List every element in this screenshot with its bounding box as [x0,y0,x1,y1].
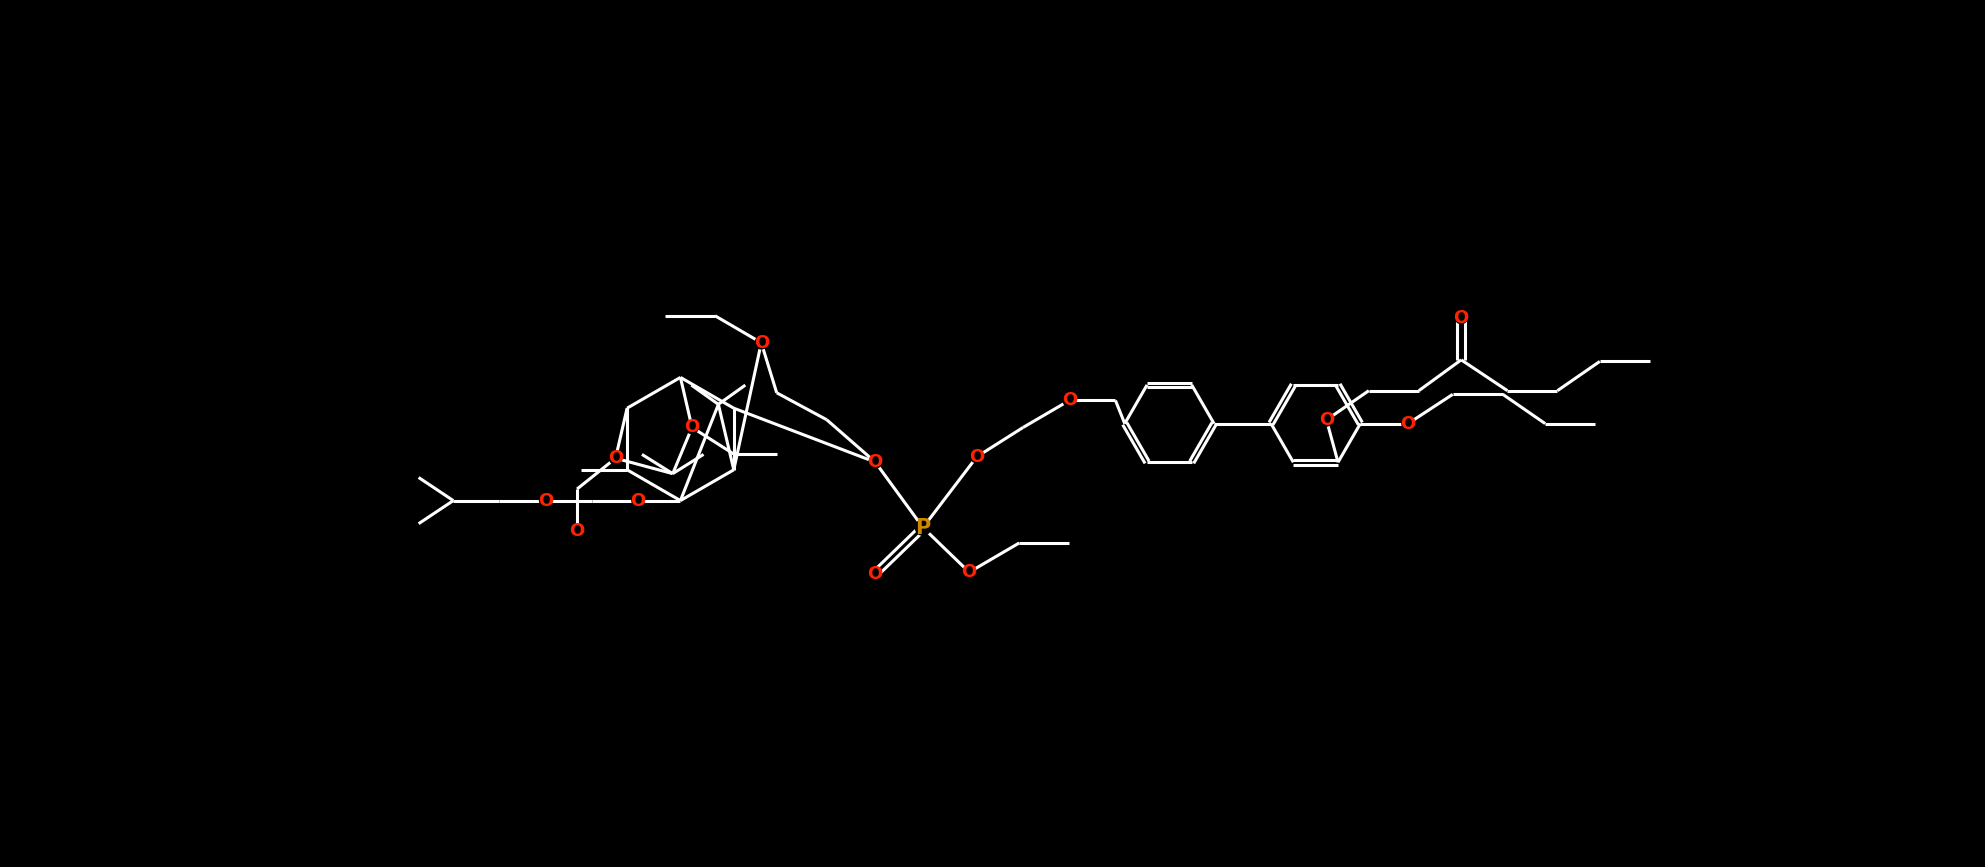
Text: O: O [631,492,645,510]
Text: O: O [969,447,985,466]
Circle shape [540,494,552,506]
Text: O: O [867,453,883,471]
Circle shape [1064,394,1076,407]
Circle shape [915,520,931,535]
Text: P: P [915,518,931,538]
Circle shape [609,452,621,465]
Text: O: O [538,492,554,510]
Circle shape [869,456,881,468]
Circle shape [1320,414,1332,426]
Circle shape [572,525,584,538]
Text: O: O [1062,392,1078,409]
Text: O: O [607,449,623,467]
Text: O: O [570,523,586,540]
Text: O: O [867,564,883,583]
Text: O: O [961,564,977,581]
Text: O: O [1318,411,1334,429]
Circle shape [1401,417,1413,430]
Text: O: O [1453,309,1469,327]
Circle shape [971,451,983,463]
Circle shape [631,494,645,506]
Circle shape [754,336,768,349]
Text: O: O [685,419,699,436]
Text: O: O [754,334,768,352]
Circle shape [869,568,881,580]
Circle shape [687,421,699,434]
Circle shape [963,566,975,578]
Text: O: O [1401,414,1415,433]
Circle shape [1455,311,1467,323]
